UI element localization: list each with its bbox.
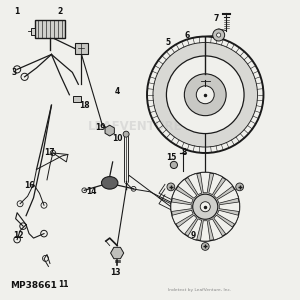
Wedge shape <box>178 215 197 234</box>
Text: 1: 1 <box>14 7 20 16</box>
Text: 17: 17 <box>45 148 55 158</box>
Ellipse shape <box>101 177 118 189</box>
Circle shape <box>167 56 244 134</box>
Bar <box>31 28 35 35</box>
Wedge shape <box>188 173 202 195</box>
Circle shape <box>217 33 221 37</box>
Wedge shape <box>171 202 191 211</box>
Circle shape <box>123 131 129 137</box>
Polygon shape <box>153 43 257 147</box>
Wedge shape <box>188 219 202 240</box>
Text: MP38661: MP38661 <box>10 281 56 290</box>
Circle shape <box>200 202 210 212</box>
Bar <box>73 96 81 102</box>
Text: 18: 18 <box>79 101 90 110</box>
Bar <box>75 43 88 54</box>
Wedge shape <box>172 210 193 224</box>
Text: 2: 2 <box>58 7 63 16</box>
Wedge shape <box>172 189 193 203</box>
Wedge shape <box>178 179 197 198</box>
Wedge shape <box>214 215 233 234</box>
Text: 6: 6 <box>185 31 190 40</box>
Wedge shape <box>219 202 240 211</box>
Text: 11: 11 <box>58 280 69 289</box>
Circle shape <box>196 86 214 104</box>
Text: 14: 14 <box>86 187 97 196</box>
Wedge shape <box>217 210 238 224</box>
Text: 13: 13 <box>110 268 121 277</box>
Circle shape <box>184 74 226 116</box>
Text: 16: 16 <box>24 181 34 190</box>
Wedge shape <box>200 172 210 193</box>
Text: Indetext by LeafVenture, Inc.: Indetext by LeafVenture, Inc. <box>168 288 231 292</box>
Text: 4: 4 <box>115 87 120 96</box>
Wedge shape <box>217 189 238 203</box>
Circle shape <box>236 183 244 191</box>
Circle shape <box>193 194 218 219</box>
Circle shape <box>170 161 178 169</box>
Text: 9: 9 <box>191 231 196 240</box>
Text: 15: 15 <box>166 153 176 162</box>
Text: 7: 7 <box>213 14 218 23</box>
Circle shape <box>201 243 209 250</box>
Text: 12: 12 <box>14 231 24 240</box>
Wedge shape <box>209 173 223 195</box>
Wedge shape <box>214 179 233 198</box>
Circle shape <box>213 29 225 41</box>
Text: LEAFVENTURE: LEAFVENTURE <box>88 120 182 133</box>
Text: 3: 3 <box>11 68 17 77</box>
Text: 8: 8 <box>182 148 187 158</box>
Bar <box>35 20 65 38</box>
Text: 10: 10 <box>112 134 122 142</box>
Text: 19: 19 <box>95 123 106 132</box>
Wedge shape <box>209 219 223 240</box>
Circle shape <box>171 172 240 241</box>
Wedge shape <box>200 220 210 241</box>
Circle shape <box>167 183 175 191</box>
Text: 5: 5 <box>165 38 170 47</box>
